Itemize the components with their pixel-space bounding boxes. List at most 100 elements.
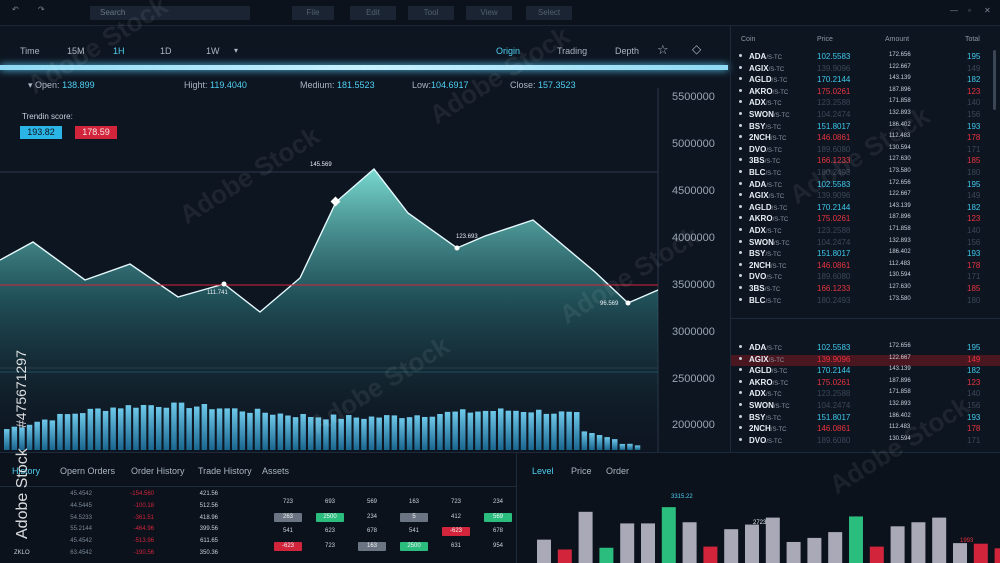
tab-order[interactable]: Order	[606, 466, 630, 476]
search-input[interactable]: Search	[90, 6, 250, 20]
tab-depth[interactable]: Depth	[615, 46, 640, 56]
order-book-row[interactable]: ADA/S-TC 102.5583 172.656 195	[731, 343, 1000, 355]
order-book-row[interactable]: BLC/S-TC 180.2493 173.580 180	[731, 168, 1000, 180]
amount-value: 186.402	[889, 412, 911, 419]
volume-bar	[482, 410, 489, 450]
y-tick-label: 4000000	[672, 232, 715, 244]
order-book-row[interactable]: AKRO/S-TC 175.0261 187.896 123	[731, 87, 1000, 99]
order-book-row[interactable]: BLC/S-TC 180.2493 173.580 180	[731, 296, 1000, 308]
history-cell: 611.65	[200, 538, 218, 545]
order-book-row[interactable]: ADX/S-TC 123.2588 171.858 140	[731, 389, 1000, 401]
timeframe-1d[interactable]: 1D	[160, 46, 172, 56]
coin-name: DVO/S-TC	[749, 272, 783, 282]
tab-origin[interactable]: Origin	[496, 46, 521, 56]
order-book-row[interactable]: 2NCH/S-TC 146.0861 112.483 178	[731, 133, 1000, 145]
grid-cell: 723	[324, 542, 335, 549]
tab-order-history[interactable]: Order History	[131, 466, 185, 476]
grid-cell: 623	[324, 528, 335, 534]
order-book-row[interactable]: SWON/S-TC 104.2474 132.893 156	[731, 401, 1000, 413]
close-icon[interactable]: ✕	[984, 6, 991, 15]
order-book-row[interactable]: AGIX/S-TC 139.9096 122.667 149	[731, 354, 1000, 367]
order-book-row[interactable]: ADA/S-TC 102.5583 172.656 195	[731, 180, 1000, 192]
order-book-row[interactable]: DVO/S-TC 189.6080 130.594 171	[731, 436, 1000, 448]
tab-open-orders[interactable]: Opern Orders	[60, 466, 116, 476]
tab-trade-history[interactable]: Trade History	[198, 466, 252, 476]
tab-history[interactable]: History	[12, 466, 41, 476]
bullet-icon	[739, 297, 742, 301]
volume-bar	[247, 412, 253, 450]
star-icon[interactable]: ☆	[657, 42, 669, 57]
volume-bar	[34, 421, 40, 450]
order-book-row[interactable]: 2NCH/S-TC 146.0861 112.483 178	[731, 424, 1000, 436]
scrollbar[interactable]	[993, 50, 996, 110]
order-book-row[interactable]: AGIX/S-TC 139.9096 122.667 149	[731, 191, 1000, 203]
volume-bar	[285, 415, 291, 450]
redo-icon[interactable]: ↷	[38, 5, 45, 14]
order-book-row[interactable]: DVO/S-TC 189.6080 130.594 171	[731, 145, 1000, 157]
order-book-row[interactable]: BSY/S-TC 151.8017 186.402 193	[731, 413, 1000, 425]
menu-select[interactable]: Select	[526, 6, 572, 20]
order-book-row[interactable]: AGLD/S-TC 170.2144 143.139 182	[731, 203, 1000, 215]
minimize-icon[interactable]: —	[950, 6, 958, 15]
volume-bar	[596, 435, 603, 450]
maximize-icon[interactable]: ▫	[968, 6, 971, 15]
bullet-icon	[739, 135, 742, 139]
amount-value: 187.896	[889, 214, 911, 221]
bullet-icon	[739, 216, 742, 220]
price-value: 104.2474	[817, 401, 851, 410]
order-book-row[interactable]: SWON/S-TC 104.2474 132.893 156	[731, 110, 1000, 122]
menu-view[interactable]: View	[466, 6, 512, 20]
volume-bar	[95, 408, 101, 450]
level-bar	[765, 517, 780, 563]
timeframe-1h[interactable]: 1H	[113, 46, 125, 56]
high-stat: Hight: 119.4040	[184, 80, 247, 90]
tab-assets[interactable]: Assets	[262, 466, 290, 476]
bullet-icon	[739, 181, 742, 185]
order-book-row[interactable]: AGIX/S-TC 139.9096 122.667 149	[731, 64, 1000, 76]
order-book-row[interactable]: AGLD/S-TC 170.2144 143.139 182	[731, 75, 1000, 87]
coin-name: BSY/S-TC	[749, 249, 782, 259]
volume-bar	[346, 415, 352, 450]
volume-bar	[589, 433, 595, 450]
total-value: 149	[967, 191, 981, 201]
order-book-row[interactable]: BSY/S-TC 151.8017 186.402 193	[731, 122, 1000, 134]
order-book-row[interactable]: ADX/S-TC 123.2588 171.858 140	[731, 226, 1000, 238]
order-book-row[interactable]: 3BS/S-TC 166.1233 127.630 185	[731, 156, 1000, 168]
order-book-row[interactable]: BSY/S-TC 151.8017 186.402 193	[731, 249, 1000, 261]
order-book-row[interactable]: AKRO/S-TC 175.0261 187.896 123	[731, 214, 1000, 226]
timeframe-15m[interactable]: 15M	[67, 46, 85, 56]
volume-bar	[520, 411, 527, 450]
undo-icon[interactable]: ↶	[12, 5, 19, 14]
order-book-row[interactable]: AKRO/S-TC 175.0261 187.896 123	[731, 378, 1000, 390]
volume-bar	[315, 417, 322, 450]
order-book-row[interactable]: ADX/S-TC 123.2588 171.858 140	[731, 98, 1000, 110]
order-book-row[interactable]: DVO/S-TC 189.6080 130.594 171	[731, 272, 1000, 284]
order-book-row[interactable]: AGLD/S-TC 170.2144 143.139 182	[731, 366, 1000, 378]
volume-bar	[543, 413, 550, 450]
amount-value: 187.896	[889, 86, 911, 93]
volume-bar	[239, 411, 246, 450]
volume-bar	[505, 410, 512, 450]
tab-price[interactable]: Price	[571, 466, 592, 476]
menu-tool[interactable]: Tool	[408, 6, 454, 20]
coin-name: AGLD/S-TC	[749, 366, 788, 376]
order-book-row[interactable]: 3BS/S-TC 166.1233 127.630 185	[731, 284, 1000, 296]
chevron-down-icon[interactable]: ▾	[234, 46, 239, 55]
timeframe-1w[interactable]: 1W	[206, 46, 220, 56]
tag-icon[interactable]: ◇	[692, 42, 702, 56]
order-book-row[interactable]: ADA/S-TC 102.5583 172.656 195	[731, 52, 1000, 64]
total-value: 140	[967, 389, 981, 399]
tab-level[interactable]: Level	[532, 466, 554, 476]
order-book-row[interactable]: SWON/S-TC 104.2474 132.893 156	[731, 238, 1000, 250]
order-book-row[interactable]: 2NCH/S-TC 146.0861 112.483 178	[731, 261, 1000, 273]
volume-bar	[566, 411, 572, 450]
volume-bar	[536, 409, 542, 450]
history-cell: -464.96	[133, 526, 154, 533]
menu-edit[interactable]: Edit	[350, 6, 396, 20]
tab-trading[interactable]: Trading	[557, 46, 588, 56]
menu-file[interactable]: File	[292, 6, 334, 20]
price-value: 170.2144	[817, 75, 851, 85]
price-value: 170.2144	[817, 366, 851, 376]
level-bar	[932, 517, 947, 563]
coin-name: AGIX/S-TC	[749, 191, 785, 201]
